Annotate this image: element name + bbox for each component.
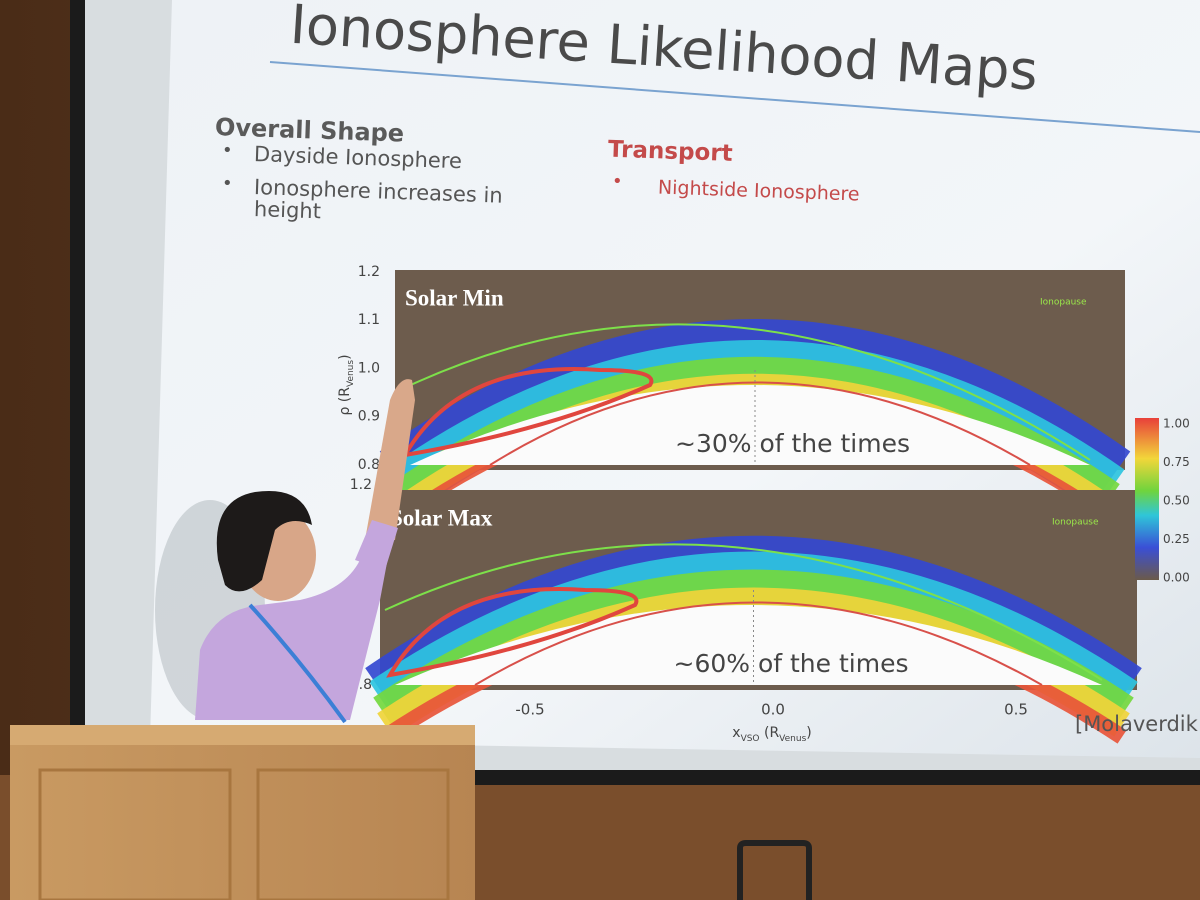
y-tick-label: 1.2 (350, 477, 372, 493)
panel-caption: ~30% of the times (675, 429, 910, 458)
y-tick-label: 1.2 (358, 264, 380, 280)
x-tick-label: 0.0 (761, 701, 785, 719)
y-tick-label: 1.1 (358, 312, 380, 328)
arm (365, 379, 415, 540)
axis-label-part: ) (806, 725, 811, 741)
title-rule (269, 61, 1200, 133)
x-tick-label: -0.5 (515, 701, 544, 719)
left-heading: Overall Shape (215, 113, 405, 148)
legend-label: Ionopause (1052, 518, 1099, 528)
suitcase-handle (737, 840, 812, 900)
axis-label-part: ) (337, 354, 353, 359)
colorbar-tick-label: 0.00 (1163, 571, 1190, 585)
axis-label-part: VSO (741, 734, 760, 744)
axis-label-part: ρ (R (337, 387, 353, 416)
bullet-dot: • (222, 140, 233, 161)
panel-caption: ~60% of the times (674, 649, 909, 678)
panel-label: Solar Max (390, 505, 493, 530)
bullet-dot: • (222, 173, 233, 194)
empty-region (410, 385, 1090, 465)
x-tick-label: 0.5 (1004, 701, 1028, 719)
right-heading: Transport (608, 137, 734, 167)
colorbar-tick-label: 0.25 (1163, 532, 1190, 546)
panel-label: Solar Min (405, 285, 504, 310)
boundary-curve (474, 601, 1043, 686)
ionopause-fit (399, 323, 1091, 461)
sleeve (355, 520, 398, 570)
y-tick-label: 0.8 (358, 457, 380, 473)
shirt (195, 520, 395, 720)
axis-label-part: Venus (779, 734, 806, 744)
y-tick-label: 1.0 (358, 360, 380, 376)
hair (216, 490, 312, 592)
colorbar-tick-label: 0.75 (1163, 455, 1190, 469)
axis-label-part: (R (760, 725, 780, 741)
colorbar (1135, 418, 1159, 580)
podium-panel (38, 768, 232, 900)
podium-panel (256, 768, 450, 900)
empty-region (395, 605, 1102, 685)
bullet-dot: • (612, 171, 623, 192)
highlight-loop (386, 587, 639, 678)
axis-label-part: Venus (346, 360, 356, 387)
y-tick-label: 0.9 (358, 409, 380, 425)
axis-label: ρ (RVenus) (337, 354, 356, 415)
plots: Solar Min Ionopause ~30% of the times 1.2 1.… (337, 264, 1199, 744)
colorbar-tick-label: 0.50 (1163, 494, 1190, 508)
citation: [Molaverdik (1075, 712, 1199, 736)
axis-label: xVSO (RVenus) (732, 725, 811, 744)
left-bullet: height (254, 197, 322, 223)
ionopause-fit (384, 543, 1103, 681)
boundary-curve (489, 381, 1031, 466)
highlight-loop (401, 367, 654, 458)
podium (10, 725, 475, 900)
colorbar-tick-label: 1.00 (1163, 417, 1190, 431)
podium-top (10, 725, 475, 745)
lanyard (248, 603, 347, 724)
axis-label-part: x (732, 725, 740, 741)
legend-label: Ionopause (1040, 298, 1087, 308)
